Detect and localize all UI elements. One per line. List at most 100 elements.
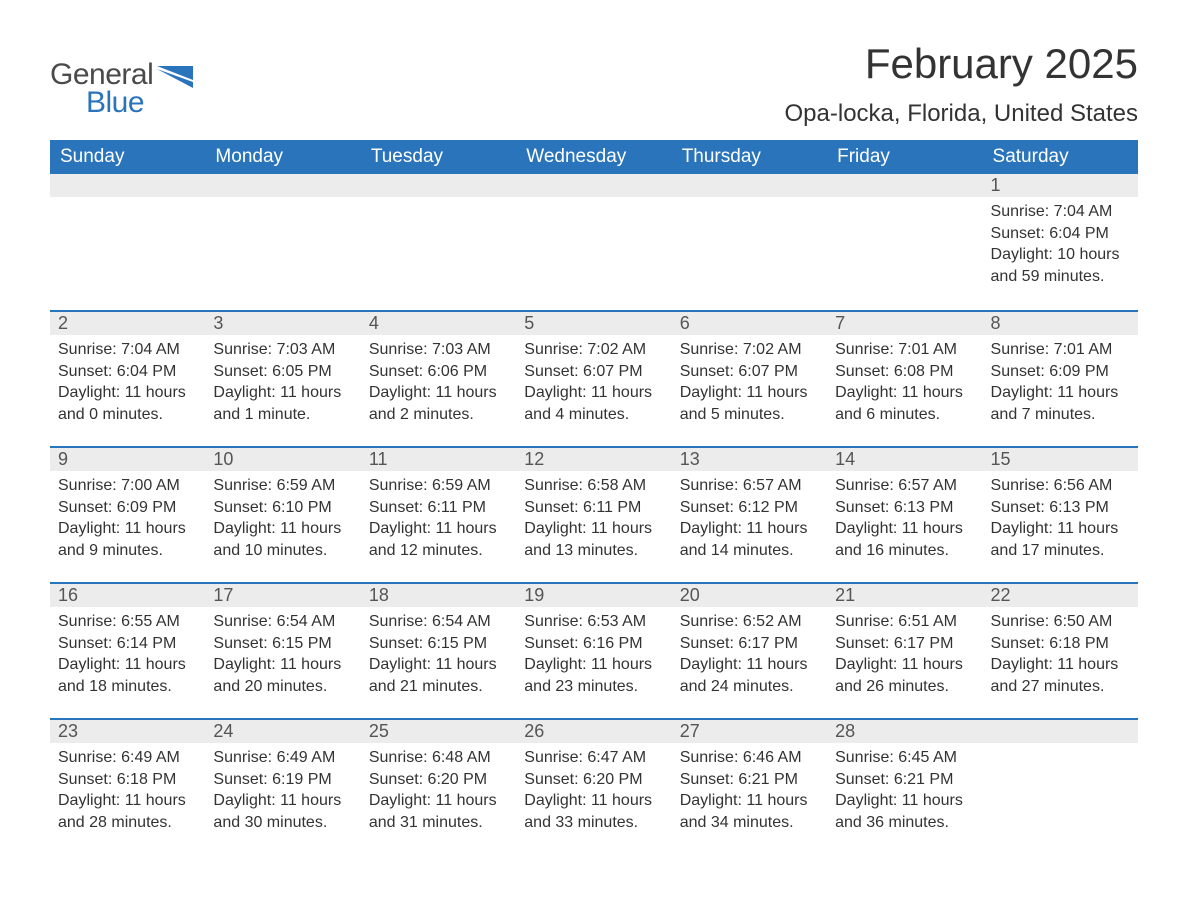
day-sunset: Sunset: 6:07 PM bbox=[680, 361, 819, 383]
day-daylight2: and 30 minutes. bbox=[213, 812, 352, 834]
day-sunrise: Sunrise: 6:54 AM bbox=[369, 611, 508, 633]
day-body bbox=[983, 743, 1138, 757]
day-body: Sunrise: 6:49 AMSunset: 6:18 PMDaylight:… bbox=[50, 743, 205, 843]
day-sunrise: Sunrise: 7:04 AM bbox=[58, 339, 197, 361]
day-body: Sunrise: 6:51 AMSunset: 6:17 PMDaylight:… bbox=[827, 607, 982, 707]
week-row: 23Sunrise: 6:49 AMSunset: 6:18 PMDayligh… bbox=[50, 718, 1138, 854]
day-sunset: Sunset: 6:13 PM bbox=[991, 497, 1130, 519]
brand-part2: Blue bbox=[86, 86, 153, 120]
day-number: 1 bbox=[983, 174, 1138, 197]
day-daylight1: Daylight: 11 hours bbox=[369, 518, 508, 540]
dow-cell: Thursday bbox=[672, 140, 827, 174]
day-daylight1: Daylight: 11 hours bbox=[58, 382, 197, 404]
day-sunset: Sunset: 6:04 PM bbox=[58, 361, 197, 383]
day-sunset: Sunset: 6:16 PM bbox=[524, 633, 663, 655]
day-daylight2: and 26 minutes. bbox=[835, 676, 974, 698]
day-cell: 2 Sunrise: 7:04 AMSunset: 6:04 PMDaylight… bbox=[50, 312, 205, 446]
day-daylight1: Daylight: 11 hours bbox=[58, 654, 197, 676]
day-body: Sunrise: 7:01 AMSunset: 6:08 PMDaylight:… bbox=[827, 335, 982, 435]
day-body: Sunrise: 7:04 AMSunset: 6:04 PMDaylight:… bbox=[983, 197, 1138, 297]
day-sunset: Sunset: 6:10 PM bbox=[213, 497, 352, 519]
day-daylight1: Daylight: 11 hours bbox=[680, 790, 819, 812]
day-sunset: Sunset: 6:21 PM bbox=[680, 769, 819, 791]
day-body bbox=[50, 197, 205, 211]
day-cell: 15Sunrise: 6:56 AMSunset: 6:13 PMDayligh… bbox=[983, 448, 1138, 582]
day-number bbox=[827, 174, 982, 197]
day-daylight1: Daylight: 11 hours bbox=[369, 790, 508, 812]
day-number: 25 bbox=[361, 720, 516, 743]
day-number: 13 bbox=[672, 448, 827, 471]
day-daylight1: Daylight: 11 hours bbox=[524, 382, 663, 404]
day-body bbox=[361, 197, 516, 211]
week-row: 9Sunrise: 7:00 AMSunset: 6:09 PMDaylight… bbox=[50, 446, 1138, 582]
day-number: 8 bbox=[983, 312, 1138, 335]
day-daylight1: Daylight: 11 hours bbox=[835, 518, 974, 540]
day-daylight2: and 28 minutes. bbox=[58, 812, 197, 834]
day-cell: 24Sunrise: 6:49 AMSunset: 6:19 PMDayligh… bbox=[205, 720, 360, 854]
day-number: 22 bbox=[983, 584, 1138, 607]
day-body: Sunrise: 6:55 AMSunset: 6:14 PMDaylight:… bbox=[50, 607, 205, 707]
day-sunrise: Sunrise: 6:58 AM bbox=[524, 475, 663, 497]
day-cell: 13Sunrise: 6:57 AMSunset: 6:12 PMDayligh… bbox=[672, 448, 827, 582]
day-daylight1: Daylight: 11 hours bbox=[213, 654, 352, 676]
day-daylight2: and 33 minutes. bbox=[524, 812, 663, 834]
month-title: February 2025 bbox=[785, 40, 1139, 88]
day-daylight2: and 5 minutes. bbox=[680, 404, 819, 426]
title-block: February 2025 Opa-locka, Florida, United… bbox=[785, 40, 1139, 136]
day-sunset: Sunset: 6:20 PM bbox=[524, 769, 663, 791]
day-body: Sunrise: 6:54 AMSunset: 6:15 PMDaylight:… bbox=[361, 607, 516, 707]
day-body: Sunrise: 6:45 AMSunset: 6:21 PMDaylight:… bbox=[827, 743, 982, 843]
day-daylight1: Daylight: 11 hours bbox=[835, 790, 974, 812]
day-number: 2 bbox=[50, 312, 205, 335]
day-body: Sunrise: 6:57 AMSunset: 6:13 PMDaylight:… bbox=[827, 471, 982, 571]
day-sunset: Sunset: 6:18 PM bbox=[991, 633, 1130, 655]
day-sunset: Sunset: 6:09 PM bbox=[991, 361, 1130, 383]
day-number: 4 bbox=[361, 312, 516, 335]
day-sunset: Sunset: 6:06 PM bbox=[369, 361, 508, 383]
day-daylight2: and 13 minutes. bbox=[524, 540, 663, 562]
day-sunset: Sunset: 6:12 PM bbox=[680, 497, 819, 519]
day-number: 14 bbox=[827, 448, 982, 471]
week-row: 1Sunrise: 7:04 AMSunset: 6:04 PMDaylight… bbox=[50, 174, 1138, 310]
dow-cell: Monday bbox=[205, 140, 360, 174]
day-daylight1: Daylight: 11 hours bbox=[58, 518, 197, 540]
day-sunset: Sunset: 6:11 PM bbox=[524, 497, 663, 519]
day-body: Sunrise: 6:47 AMSunset: 6:20 PMDaylight:… bbox=[516, 743, 671, 843]
day-body bbox=[205, 197, 360, 211]
day-number: 21 bbox=[827, 584, 982, 607]
day-cell: 14Sunrise: 6:57 AMSunset: 6:13 PMDayligh… bbox=[827, 448, 982, 582]
day-number: 18 bbox=[361, 584, 516, 607]
day-cell: 10Sunrise: 6:59 AMSunset: 6:10 PMDayligh… bbox=[205, 448, 360, 582]
day-sunrise: Sunrise: 6:47 AM bbox=[524, 747, 663, 769]
day-body: Sunrise: 6:59 AMSunset: 6:10 PMDaylight:… bbox=[205, 471, 360, 571]
day-sunrise: Sunrise: 6:57 AM bbox=[680, 475, 819, 497]
day-sunrise: Sunrise: 6:50 AM bbox=[991, 611, 1130, 633]
day-daylight1: Daylight: 11 hours bbox=[991, 382, 1130, 404]
day-daylight2: and 9 minutes. bbox=[58, 540, 197, 562]
day-sunrise: Sunrise: 6:51 AM bbox=[835, 611, 974, 633]
day-number bbox=[361, 174, 516, 197]
day-body: Sunrise: 6:59 AMSunset: 6:11 PMDaylight:… bbox=[361, 471, 516, 571]
day-cell bbox=[50, 174, 205, 310]
day-sunrise: Sunrise: 6:54 AM bbox=[213, 611, 352, 633]
header: General Blue February 2025 Opa-locka, Fl… bbox=[50, 40, 1138, 136]
day-cell: 25Sunrise: 6:48 AMSunset: 6:20 PMDayligh… bbox=[361, 720, 516, 854]
day-cell: 19Sunrise: 6:53 AMSunset: 6:16 PMDayligh… bbox=[516, 584, 671, 718]
day-sunrise: Sunrise: 6:49 AM bbox=[58, 747, 197, 769]
day-cell: 12Sunrise: 6:58 AMSunset: 6:11 PMDayligh… bbox=[516, 448, 671, 582]
day-cell: 18Sunrise: 6:54 AMSunset: 6:15 PMDayligh… bbox=[361, 584, 516, 718]
day-number: 23 bbox=[50, 720, 205, 743]
day-daylight2: and 18 minutes. bbox=[58, 676, 197, 698]
day-sunset: Sunset: 6:08 PM bbox=[835, 361, 974, 383]
day-sunrise: Sunrise: 6:59 AM bbox=[369, 475, 508, 497]
day-sunset: Sunset: 6:18 PM bbox=[58, 769, 197, 791]
day-sunrise: Sunrise: 6:52 AM bbox=[680, 611, 819, 633]
day-daylight1: Daylight: 10 hours bbox=[991, 244, 1130, 266]
dow-cell: Saturday bbox=[983, 140, 1138, 174]
day-cell: 7Sunrise: 7:01 AMSunset: 6:08 PMDaylight… bbox=[827, 312, 982, 446]
day-sunset: Sunset: 6:15 PM bbox=[369, 633, 508, 655]
day-daylight2: and 14 minutes. bbox=[680, 540, 819, 562]
day-cell: 17Sunrise: 6:54 AMSunset: 6:15 PMDayligh… bbox=[205, 584, 360, 718]
day-sunset: Sunset: 6:14 PM bbox=[58, 633, 197, 655]
day-daylight2: and 6 minutes. bbox=[835, 404, 974, 426]
